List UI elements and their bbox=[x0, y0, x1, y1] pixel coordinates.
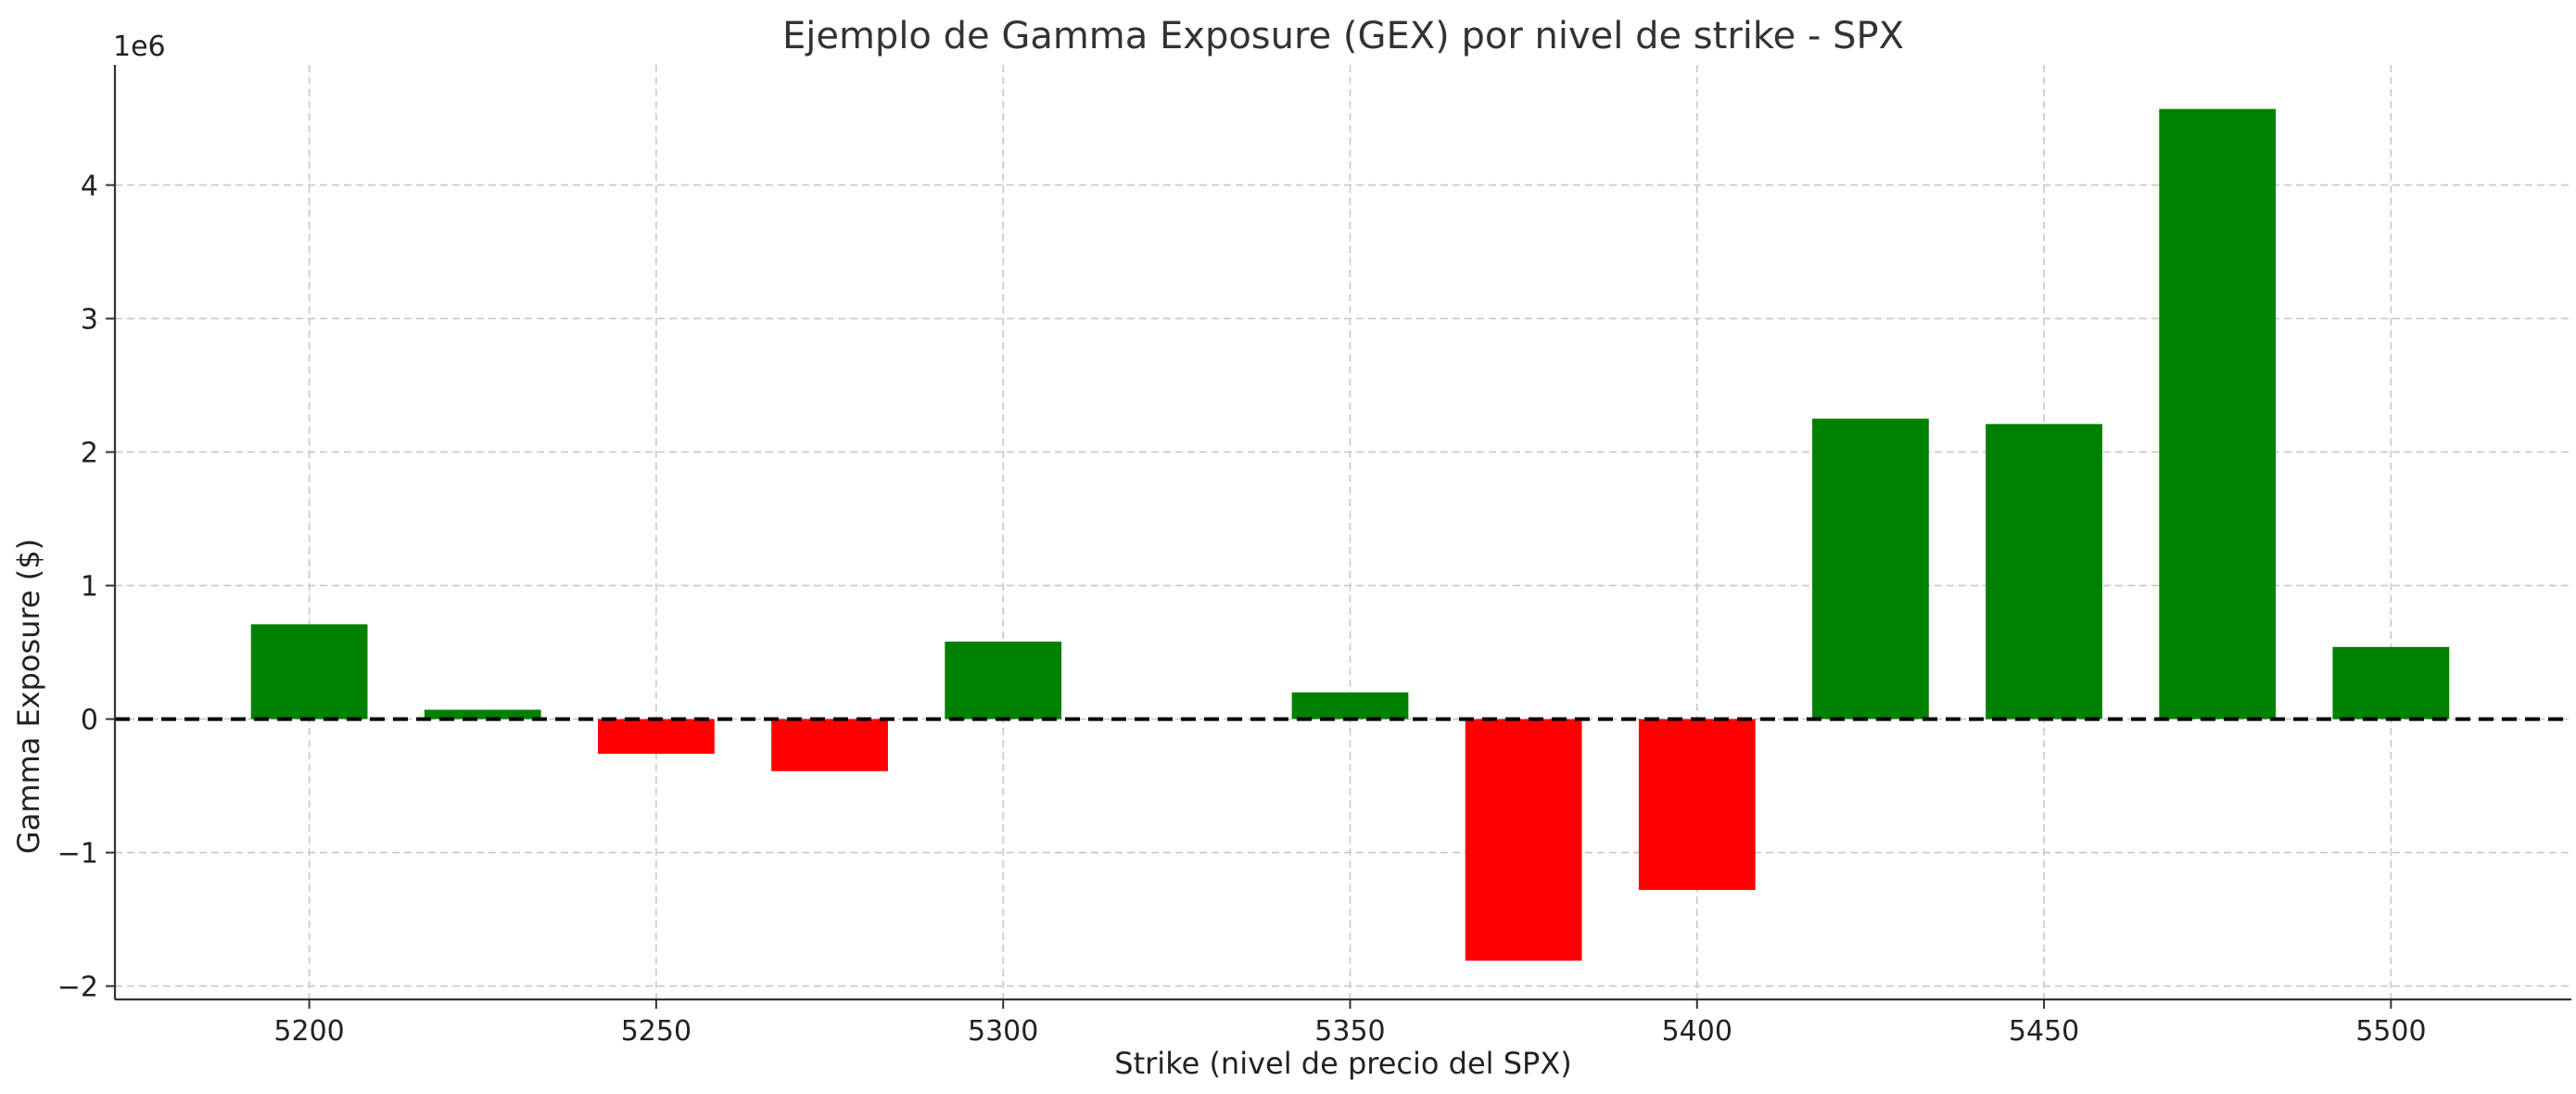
x-tick-label-5400: 5400 bbox=[1662, 1015, 1732, 1048]
y-tick-label-3: 1 bbox=[81, 571, 98, 604]
bar-5400 bbox=[1638, 719, 1756, 890]
bars bbox=[250, 108, 2450, 961]
bar-5250 bbox=[598, 719, 715, 755]
x-tick-label-5500: 5500 bbox=[2355, 1015, 2426, 1048]
bar-5450 bbox=[1986, 424, 2102, 719]
x-tick-label-5300: 5300 bbox=[968, 1015, 1038, 1048]
bar-5200 bbox=[250, 624, 368, 719]
y-tick-label-6: 4 bbox=[81, 171, 98, 203]
x-tick-label-5250: 5250 bbox=[621, 1015, 692, 1048]
y-axis-offset-label: 1e6 bbox=[113, 31, 166, 63]
x-axis-ticks: 5200 5250 5300 5350 5400 5450 5500 bbox=[273, 999, 2427, 1048]
bar-5275 bbox=[771, 719, 888, 771]
bar-5225 bbox=[424, 709, 541, 719]
y-tick-label-1: −1 bbox=[57, 838, 98, 871]
bar-5500 bbox=[2332, 646, 2450, 719]
y-tick-label-0: −2 bbox=[57, 972, 98, 1004]
bar-5300 bbox=[945, 642, 1062, 719]
y-axis-label: Gamma Exposure ($) bbox=[11, 539, 46, 854]
y-tick-label-5: 3 bbox=[81, 304, 98, 337]
x-axis-label: Strike (nivel de precio del SPX) bbox=[1114, 1046, 1571, 1081]
bar-5350 bbox=[1291, 692, 1409, 719]
axes-spines bbox=[113, 65, 2571, 1001]
bar-5375 bbox=[1465, 719, 1582, 961]
chart-title: Ejemplo de Gamma Exposure (GEX) por nive… bbox=[782, 15, 1904, 57]
y-tick-label-4: 2 bbox=[81, 438, 98, 470]
bar-5425 bbox=[1812, 418, 1929, 719]
bar-5475 bbox=[2159, 108, 2277, 719]
x-tick-label-5350: 5350 bbox=[1314, 1015, 1385, 1048]
y-tick-label-2: 0 bbox=[81, 705, 98, 737]
x-tick-label-5200: 5200 bbox=[273, 1015, 344, 1048]
y-axis-ticks: −2 −1 0 1 2 3 4 bbox=[57, 171, 115, 1004]
x-tick-label-5450: 5450 bbox=[2009, 1015, 2079, 1048]
